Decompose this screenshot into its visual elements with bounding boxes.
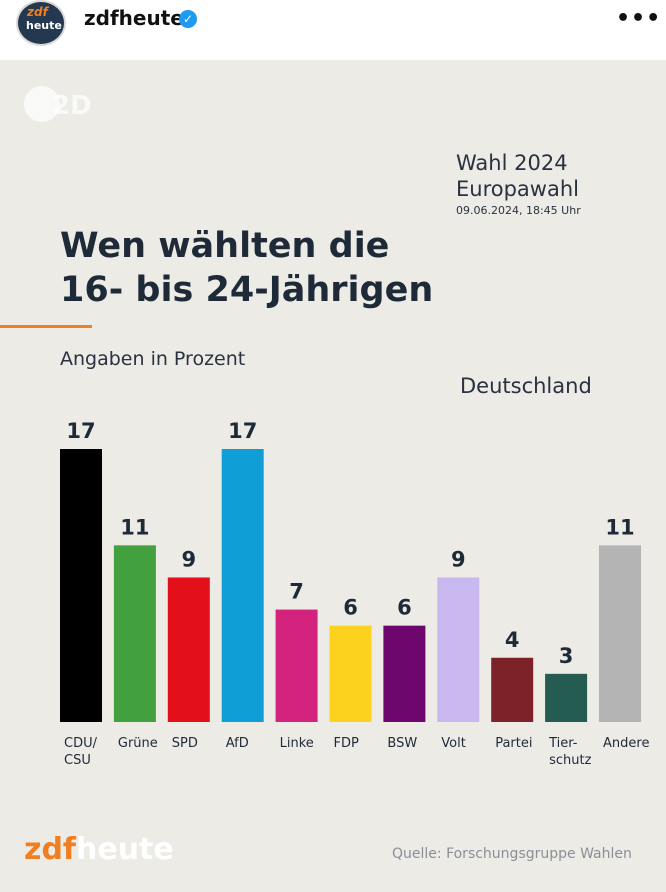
bar-5: [329, 625, 372, 722]
zdfheute-logo: zdfheute: [24, 832, 174, 867]
more-options-icon[interactable]: •••: [616, 6, 662, 31]
bar-10: [599, 545, 641, 722]
value-label-1: 11: [120, 515, 149, 539]
value-label-4: 7: [289, 580, 304, 604]
category-label-0-1: CSU: [64, 753, 91, 768]
category-label-1: Grüne: [118, 736, 158, 751]
avatar-heute-text: heute: [26, 19, 62, 32]
accent-line: [0, 325, 92, 328]
category-label-0: CDU/: [64, 736, 98, 751]
bar-1: [113, 545, 156, 722]
region-label: Deutschland: [460, 374, 592, 398]
value-label-7: 9: [451, 547, 466, 571]
value-label-0: 17: [66, 419, 95, 443]
bar-4: [275, 609, 318, 722]
election-year: Wahl 2024: [456, 151, 568, 175]
category-label-9-1: schutz: [549, 753, 591, 768]
chart-title-line2: 16- bis 24-Jährigen: [60, 270, 434, 310]
logo-zdf: zdf: [24, 832, 76, 867]
bar-0: [60, 449, 102, 722]
category-label-9: Tier-: [548, 736, 578, 751]
bar-3: [221, 449, 264, 722]
value-label-6: 6: [397, 596, 412, 620]
bar-chart: 17 CDU/CSU 11 Grüne 9 SPD 17 AfD 7 Linke 6 FDP 6 BSW 9…: [60, 419, 649, 768]
avatar-zdf-text: zdf: [27, 5, 48, 19]
bar-2: [167, 577, 210, 722]
avatar[interactable]: zdf heute: [16, 0, 66, 46]
post-header: zdf heute zdfheute ✓ •••: [0, 0, 666, 60]
category-label-3: AfD: [226, 736, 249, 751]
bar-8: [491, 657, 534, 722]
category-label-7: Volt: [441, 736, 466, 751]
bar-7: [437, 577, 480, 722]
election-meta: Wahl 2024 Europawahl 09.06.2024, 18:45 U…: [456, 150, 581, 217]
value-label-5: 6: [343, 596, 358, 620]
category-label-8: Partei: [495, 736, 532, 751]
category-label-6: BSW: [387, 736, 417, 751]
category-label-10: Andere: [603, 736, 649, 751]
unit-label: Angaben in Prozent: [60, 348, 246, 370]
logo-heute: heute: [76, 832, 174, 867]
account-name[interactable]: zdfheute: [84, 6, 184, 30]
value-label-10: 11: [605, 515, 634, 539]
chart-graphic: 2DF Wahl 2024 Europawahl 09.06.2024, 18:…: [0, 60, 666, 892]
category-label-5: FDP: [334, 736, 359, 751]
category-label-4: Linke: [280, 736, 314, 751]
zdf-watermark-icon: 2DF: [24, 86, 94, 122]
category-label-2: SPD: [172, 736, 198, 751]
chart-title-line1: Wen wählten die: [60, 226, 390, 266]
value-label-3: 17: [228, 419, 257, 443]
value-label-8: 4: [505, 628, 520, 652]
value-label-2: 9: [181, 547, 196, 571]
election-name: Europawahl: [456, 177, 579, 201]
svg-text:2DF: 2DF: [52, 91, 94, 121]
bar-9: [545, 673, 588, 722]
election-timestamp: 09.06.2024, 18:45 Uhr: [456, 204, 581, 217]
chart-title: Wen wählten die 16- bis 24-Jährigen: [60, 224, 433, 312]
bar-6: [383, 625, 426, 722]
source-note: Quelle: Forschungsgruppe Wahlen: [392, 846, 632, 862]
verified-badge-icon: ✓: [179, 10, 197, 28]
value-label-9: 3: [559, 644, 574, 668]
